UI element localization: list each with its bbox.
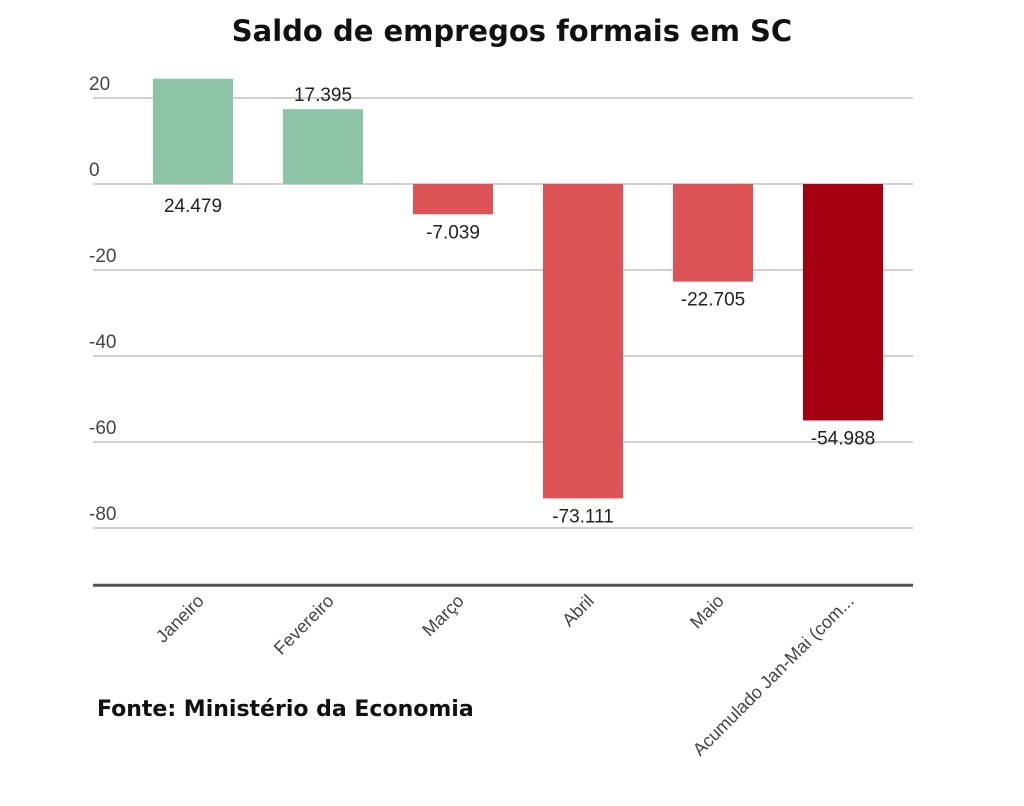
data-label: -22.705	[681, 290, 745, 311]
bar	[673, 184, 753, 282]
data-label: -73.111	[552, 506, 614, 527]
x-tick-label: Janeiro	[152, 591, 208, 647]
data-label: -7.039	[426, 222, 480, 243]
y-tick-label: -80	[89, 504, 116, 525]
x-tick-label: Abril	[558, 591, 598, 631]
y-tick-label: 20	[89, 74, 110, 95]
x-tick-label: Fevereiro	[270, 591, 338, 659]
y-tick-label: 0	[89, 160, 100, 181]
y-tick-label: -20	[89, 246, 116, 267]
bar	[153, 78, 233, 184]
bar	[283, 109, 363, 184]
y-tick-label: -40	[89, 332, 116, 353]
bar	[543, 184, 623, 499]
data-label: 17.395	[294, 85, 352, 106]
source-note: Fonte: Ministério da Economia	[97, 697, 474, 722]
data-label: -54.988	[811, 428, 875, 449]
x-tick-label: Março	[418, 591, 468, 641]
y-tick-label: -60	[89, 418, 116, 439]
bar	[413, 184, 493, 215]
chart-title: Saldo de empregos formais em SC	[231, 14, 793, 48]
x-tick-label: Maio	[686, 591, 728, 633]
data-label: 24.479	[164, 196, 222, 217]
bar	[803, 184, 883, 421]
